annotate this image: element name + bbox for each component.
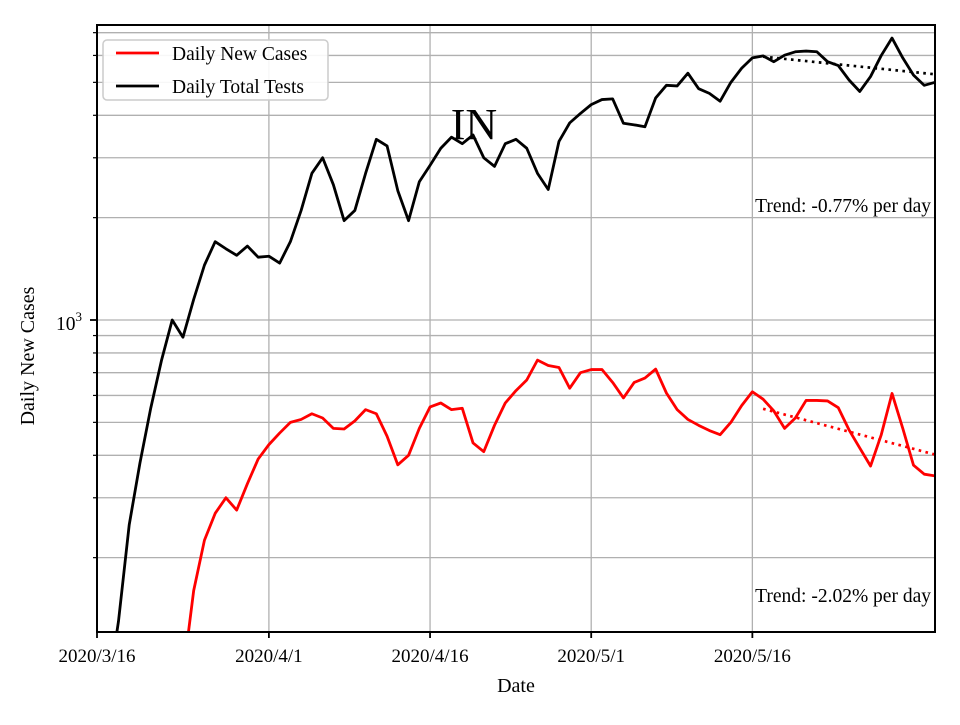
plot-area [97, 25, 935, 632]
trend-line-new-cases [762, 407, 935, 456]
y-tick-label: 103 [56, 309, 82, 335]
legend: Daily New Cases Daily Total Tests [102, 39, 329, 101]
legend-label-0: Daily New Cases [172, 44, 307, 65]
state-annotation: IN [451, 100, 497, 149]
grid [96, 25, 935, 632]
y-axis-label: Daily New Cases [17, 286, 39, 425]
legend-label-1: Daily Total Tests [172, 77, 304, 98]
x-tick-label: 2020/4/16 [392, 646, 469, 667]
legend-box [102, 39, 329, 101]
x-tick-label: 2020/4/1 [235, 646, 303, 667]
series-line-daily-new-cases [187, 358, 935, 632]
x-tick-label: 2020/3/16 [58, 646, 135, 667]
series-line-daily-total-tests [115, 36, 935, 632]
trend-label-total-tests: Trend: -0.77% per day [755, 196, 931, 217]
x-tick-label: 2020/5/16 [714, 646, 791, 667]
trend-line-total-tests [762, 55, 935, 76]
series-group [115, 36, 935, 632]
axes-spines [96, 24, 936, 633]
x-tick-label: 2020/5/1 [557, 646, 625, 667]
x-axis-label: Date [497, 675, 535, 697]
trend-label-new-cases: Trend: -2.02% per day [755, 586, 931, 607]
